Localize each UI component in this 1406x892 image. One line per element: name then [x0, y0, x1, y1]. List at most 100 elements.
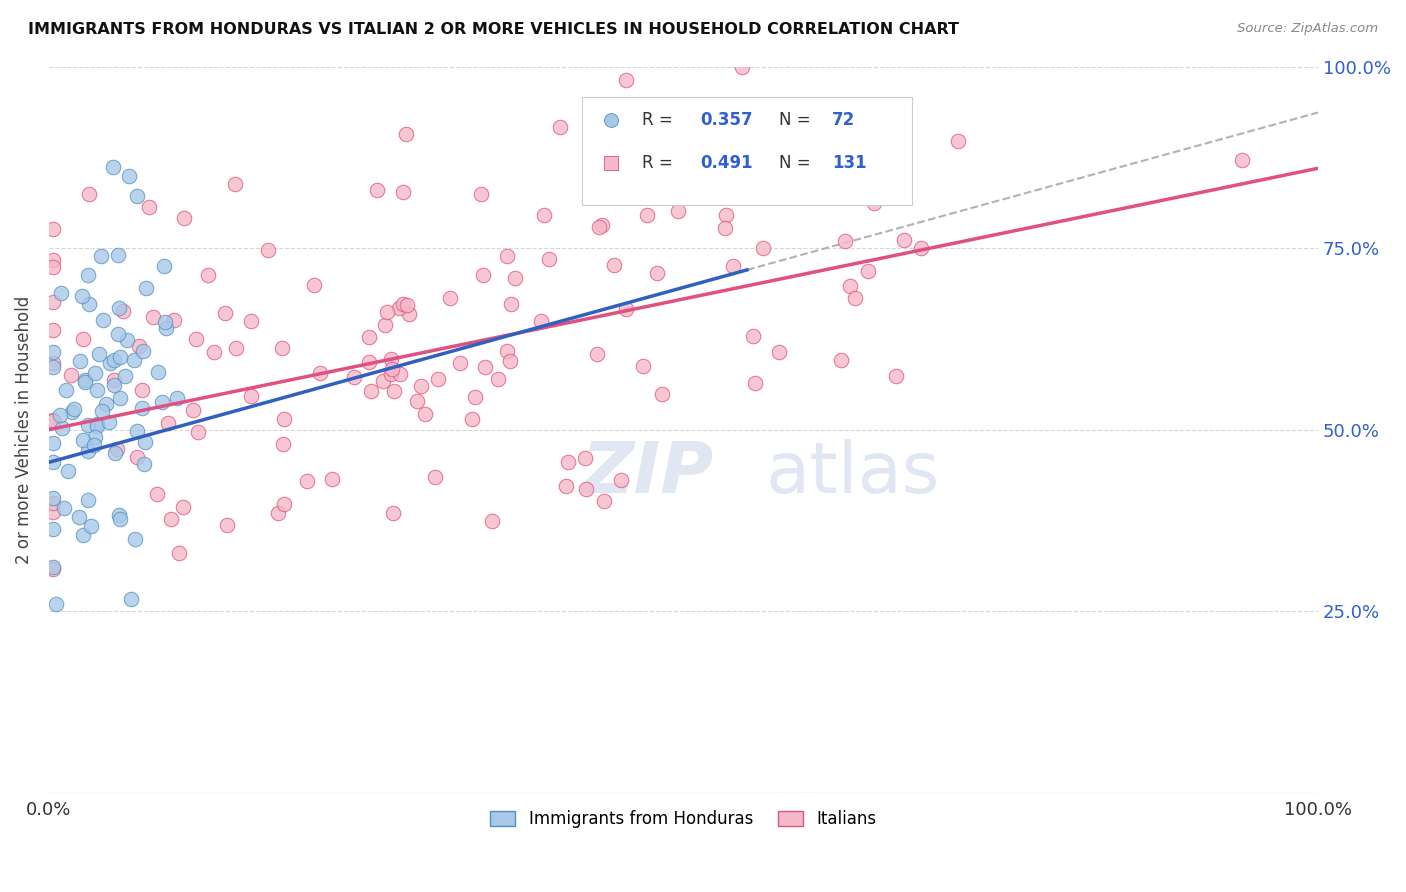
Point [271, 437, 294, 451]
Point [461, 412, 484, 426]
Point [56, 464, 79, 478]
Point [714, 208, 737, 222]
Point [72, 527, 94, 541]
Point [101, 160, 124, 174]
Point [42, 505, 65, 519]
Text: atlas: atlas [766, 439, 941, 508]
Point [142, 310, 165, 325]
Point [666, 203, 689, 218]
Point [375, 305, 398, 319]
Point [69, 353, 91, 368]
Point [381, 361, 404, 376]
Point [270, 341, 292, 355]
Point [103, 378, 125, 392]
Point [122, 352, 145, 367]
Point [125, 425, 148, 439]
Point [124, 532, 146, 546]
Point [42, 559, 65, 574]
Point [115, 333, 138, 347]
Point [155, 321, 177, 335]
Point [163, 313, 186, 327]
Text: N =: N = [779, 154, 815, 172]
Point [592, 493, 614, 508]
Point [548, 120, 571, 135]
Point [42, 455, 65, 469]
Point [150, 395, 173, 409]
Point [197, 268, 219, 282]
Point [104, 446, 127, 460]
Point [481, 514, 503, 528]
Point [120, 591, 142, 606]
Point [585, 347, 607, 361]
Point [77, 297, 100, 311]
Point [214, 306, 236, 320]
Point [884, 369, 907, 384]
Point [449, 356, 471, 370]
Point [112, 304, 135, 318]
Point [910, 241, 932, 255]
Point [131, 383, 153, 397]
Point [946, 134, 969, 148]
Point [42, 435, 65, 450]
Point [382, 384, 405, 398]
Point [240, 389, 263, 403]
Point [839, 279, 862, 293]
Point [108, 301, 131, 316]
Point [134, 458, 156, 472]
Point [685, 188, 707, 202]
Point [87, 347, 110, 361]
Point [380, 352, 402, 367]
Point [366, 183, 388, 197]
Point [93, 313, 115, 327]
Point [44, 597, 66, 611]
Point [181, 403, 204, 417]
Point [108, 512, 131, 526]
Point [768, 345, 790, 359]
Point [146, 487, 169, 501]
Point [90, 403, 112, 417]
Point [186, 333, 208, 347]
Point [557, 454, 579, 468]
Point [107, 508, 129, 523]
Text: IMMIGRANTS FROM HONDURAS VS ITALIAN 2 OR MORE VEHICLES IN HOUSEHOLD CORRELATION : IMMIGRANTS FROM HONDURAS VS ITALIAN 2 OR… [28, 22, 959, 37]
Text: 72: 72 [832, 111, 855, 128]
Point [146, 365, 169, 379]
Point [713, 221, 735, 235]
Point [427, 372, 450, 386]
Text: N =: N = [779, 111, 815, 128]
Point [636, 208, 658, 222]
Point [94, 397, 117, 411]
Point [67, 510, 90, 524]
Point [86, 419, 108, 434]
Point [72, 332, 94, 346]
Point [273, 412, 295, 426]
Point [614, 73, 637, 87]
Point [844, 291, 866, 305]
Point [75, 375, 97, 389]
Point [166, 391, 188, 405]
Text: 0.491: 0.491 [700, 154, 752, 172]
Point [302, 278, 325, 293]
Point [202, 345, 225, 359]
Point [395, 298, 418, 312]
Point [76, 492, 98, 507]
Point [591, 218, 613, 232]
Point [530, 314, 553, 328]
Point [86, 417, 108, 431]
Point [63, 402, 86, 417]
Point [77, 268, 100, 282]
Point [415, 407, 437, 421]
Point [501, 297, 523, 311]
Point [107, 326, 129, 341]
Point [464, 390, 486, 404]
Point [103, 353, 125, 368]
Point [343, 370, 366, 384]
Point [834, 235, 856, 249]
Point [42, 356, 65, 370]
Legend: Immigrants from Honduras, Italians: Immigrants from Honduras, Italians [484, 804, 883, 835]
Point [486, 371, 509, 385]
Point [495, 249, 517, 263]
Point [114, 369, 136, 384]
Point [98, 356, 121, 370]
Text: R =: R = [641, 111, 678, 128]
